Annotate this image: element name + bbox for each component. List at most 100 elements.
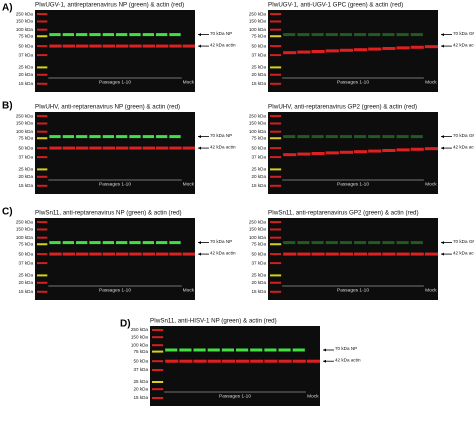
red-band [292,359,306,363]
ladder-label: 37 kDa [251,52,266,57]
band-annotation: 42 kDa actin [453,250,474,255]
arrow-head [198,252,201,256]
green-band [142,33,154,37]
arrow-head [441,252,444,256]
ladder-label: 150 kDa [16,121,34,126]
panel-letter: D) [120,319,131,330]
ladder-label: 100 kDa [249,27,267,32]
green-band [89,33,101,37]
blot-title: PIwUGV-1, antireptarenavirus NP (green) … [35,2,184,9]
red-band [142,146,155,150]
ladder-band [270,184,282,187]
ladder-label: 250 kDa [16,219,34,224]
green-band [311,33,324,37]
panel-letter: B) [2,101,13,112]
band-annotation: 42 kDa actin [210,144,236,149]
ladder-band [270,281,282,284]
red-band [283,252,297,256]
red-band [311,252,325,256]
red-band [382,252,396,256]
ladder-band [270,82,282,85]
ladder-label: 75 kDa [18,33,33,38]
ladder-band [152,369,164,371]
ladder-band [37,228,48,231]
green-band [129,241,141,245]
ladder-label: 50 kDa [18,145,33,150]
green-band [325,241,338,245]
arrow-head [198,44,201,48]
green-band [89,135,101,139]
green-band [283,135,296,139]
green-band [193,348,206,352]
green-band [49,241,61,245]
blot-title: PIwUHV, anti-reptarenavirus GP2 (green) … [268,104,417,111]
green-band [297,135,310,139]
green-band [410,135,423,139]
ladder-label: 25 kDa [251,65,266,70]
green-band [179,348,192,352]
ladder-label: 250 kDa [249,11,267,16]
green-band [311,135,324,139]
ladder-band [37,236,48,239]
band-annotation: 70 kDa GP2 [453,239,474,244]
arrow-head [323,348,326,352]
ladder-band [152,388,164,391]
ladder-band [152,381,164,383]
green-band [102,135,114,139]
ladder-band [37,13,48,16]
green-band [169,241,181,245]
ladder-label: 25 kDa [133,379,148,384]
arrow-head [441,241,444,245]
ladder-band [270,45,282,48]
blot-title: PIwUHV, anti-reptarenavirus NP (green) &… [35,104,180,111]
ladder-label: 100 kDa [16,235,34,240]
ladder-label: 15 kDa [18,289,33,294]
blot-image [35,112,195,194]
red-band [368,149,382,153]
arrow-head [198,146,201,150]
mock-label: Mock [183,79,195,85]
ladder-band [152,344,164,347]
ladder-label: 50 kDa [251,43,266,48]
green-band [368,33,381,37]
ladder-label: 250 kDa [249,113,267,118]
ladder-band [270,122,282,125]
red-band [116,146,129,150]
red-band [325,49,339,53]
red-band [193,359,207,363]
green-band [62,135,74,139]
red-band [207,359,221,363]
band-annotation: 42 kDa actin [453,144,474,149]
ladder-band [152,336,164,339]
ladder-band [37,147,48,150]
ladder-band [270,243,282,246]
red-band [142,252,155,256]
red-band [283,51,297,55]
ladder-label: 37 kDa [18,154,33,159]
passages-label: Passages 1-10 [99,181,131,187]
band-annotation: 70 kDa NP [210,133,232,138]
ladder-label: 150 kDa [16,227,34,232]
ladder-band [270,262,282,265]
arrow-head [198,241,201,245]
green-band [410,241,423,245]
ladder-label: 20 kDa [18,72,33,77]
red-band [76,146,89,150]
red-band [129,146,142,150]
green-band [278,348,291,352]
green-band [325,135,338,139]
green-band [354,241,367,245]
red-band [424,147,438,151]
ladder-band [37,45,48,48]
green-band [339,241,352,245]
red-band [129,44,142,48]
red-band [116,252,129,256]
ladder-label: 37 kDa [251,260,266,265]
ladder-label: 50 kDa [251,251,266,256]
green-band [354,33,367,37]
green-band [325,33,338,37]
red-band [311,151,325,155]
ladder-band [270,175,282,178]
ladder-label: 75 kDa [18,135,33,140]
red-band [169,44,182,48]
